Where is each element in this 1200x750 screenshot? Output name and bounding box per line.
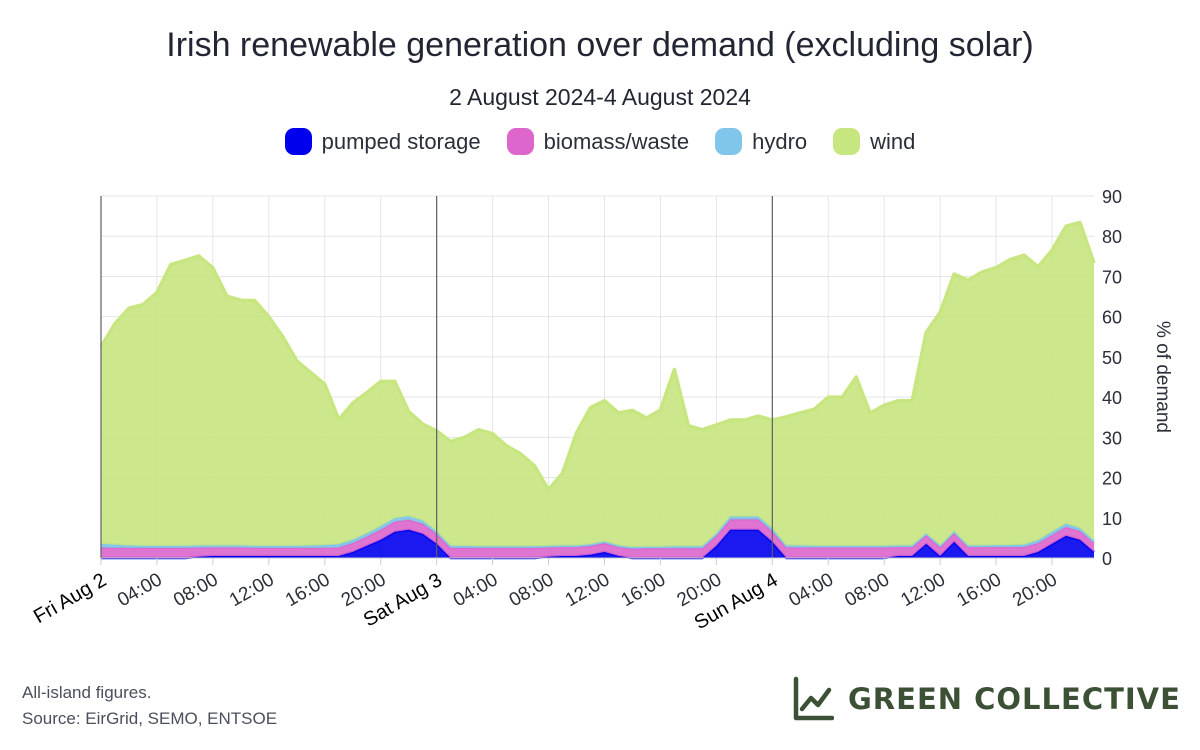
y-tick-label: 0 bbox=[1102, 549, 1112, 569]
x-tick-label: 16:00 bbox=[282, 569, 334, 611]
x-tick-label: 12:00 bbox=[226, 569, 278, 611]
x-tick-label: 08:00 bbox=[841, 569, 893, 611]
chart-trend-icon bbox=[793, 676, 834, 721]
legend-swatch bbox=[284, 128, 312, 155]
y-tick-label: 40 bbox=[1102, 388, 1122, 408]
x-tick-label: 08:00 bbox=[170, 569, 222, 611]
legend-label: wind bbox=[870, 128, 916, 154]
legend-swatch bbox=[833, 128, 861, 155]
footnote-line-2: Source: EirGrid, SEMO, ENTSOE bbox=[22, 709, 278, 728]
x-tick-label: 04:00 bbox=[114, 569, 166, 611]
y-tick-label: 70 bbox=[1102, 267, 1122, 287]
y-tick-label: 90 bbox=[1102, 187, 1122, 207]
y-axis-label: % of demand bbox=[1152, 321, 1173, 433]
legend-label: biomass/waste bbox=[543, 128, 690, 154]
legend-label: pumped storage bbox=[321, 128, 481, 154]
x-tick-label: 16:00 bbox=[618, 569, 670, 611]
y-tick-label: 20 bbox=[1102, 469, 1122, 489]
legend-item-3[interactable]: wind bbox=[833, 128, 915, 155]
footnote: All-island figures. Source: EirGrid, SEM… bbox=[22, 680, 277, 732]
chart-subtitle: 2 August 2024-4 August 2024 bbox=[449, 84, 751, 110]
brand-name: GREEN COLLECTIVE bbox=[848, 682, 1181, 716]
x-tick-label: 20:00 bbox=[1009, 569, 1061, 611]
legend-swatch bbox=[506, 128, 534, 155]
legend-item-2[interactable]: hydro bbox=[715, 128, 807, 155]
series-area-wind bbox=[101, 222, 1094, 548]
y-tick-label: 60 bbox=[1102, 308, 1122, 328]
x-tick-label: 12:00 bbox=[897, 569, 949, 611]
x-tick-label: 04:00 bbox=[450, 569, 502, 611]
y-tick-label: 10 bbox=[1102, 509, 1122, 529]
y-tick-label: 50 bbox=[1102, 348, 1122, 368]
legend-swatch bbox=[715, 128, 743, 155]
brand-logo: GREEN COLLECTIVE bbox=[792, 676, 1181, 722]
x-tick-label: Fri Aug 2 bbox=[30, 569, 110, 628]
legend-item-0[interactable]: pumped storage bbox=[284, 128, 481, 155]
x-tick-label: 04:00 bbox=[785, 569, 837, 611]
chart-title: Irish renewable generation over demand (… bbox=[166, 26, 1034, 64]
footnote-line-1: All-island figures. bbox=[22, 683, 152, 702]
legend: pumped storage biomass/waste hydro wind bbox=[0, 128, 1200, 155]
y-tick-label: 30 bbox=[1102, 428, 1122, 448]
x-tick-label: 12:00 bbox=[562, 569, 614, 611]
x-tick-label: 08:00 bbox=[506, 569, 558, 611]
x-tick-label: 16:00 bbox=[953, 569, 1005, 611]
series-area-wind-line bbox=[99, 220, 1096, 492]
legend-item-1[interactable]: biomass/waste bbox=[506, 128, 690, 155]
legend-label: hydro bbox=[752, 128, 808, 154]
y-tick-label: 80 bbox=[1102, 227, 1122, 247]
